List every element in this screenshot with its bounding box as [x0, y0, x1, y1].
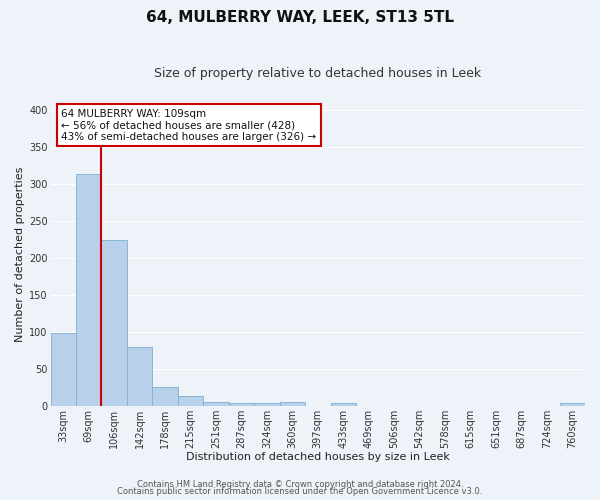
- Bar: [331, 403, 356, 406]
- Bar: [254, 403, 280, 406]
- Bar: [76, 174, 101, 406]
- Text: Contains HM Land Registry data © Crown copyright and database right 2024.: Contains HM Land Registry data © Crown c…: [137, 480, 463, 489]
- Bar: [101, 240, 127, 406]
- Bar: [280, 402, 305, 406]
- Bar: [127, 347, 152, 406]
- Bar: [50, 333, 76, 406]
- Bar: [152, 387, 178, 406]
- X-axis label: Distribution of detached houses by size in Leek: Distribution of detached houses by size …: [186, 452, 450, 462]
- Text: Contains public sector information licensed under the Open Government Licence v3: Contains public sector information licen…: [118, 488, 482, 496]
- Title: Size of property relative to detached houses in Leek: Size of property relative to detached ho…: [154, 68, 481, 80]
- Text: 64, MULBERRY WAY, LEEK, ST13 5TL: 64, MULBERRY WAY, LEEK, ST13 5TL: [146, 10, 454, 25]
- Bar: [560, 403, 585, 406]
- Text: 64 MULBERRY WAY: 109sqm
← 56% of detached houses are smaller (428)
43% of semi-d: 64 MULBERRY WAY: 109sqm ← 56% of detache…: [61, 108, 316, 142]
- Y-axis label: Number of detached properties: Number of detached properties: [15, 166, 25, 342]
- Bar: [178, 396, 203, 406]
- Bar: [229, 403, 254, 406]
- Bar: [203, 402, 229, 406]
